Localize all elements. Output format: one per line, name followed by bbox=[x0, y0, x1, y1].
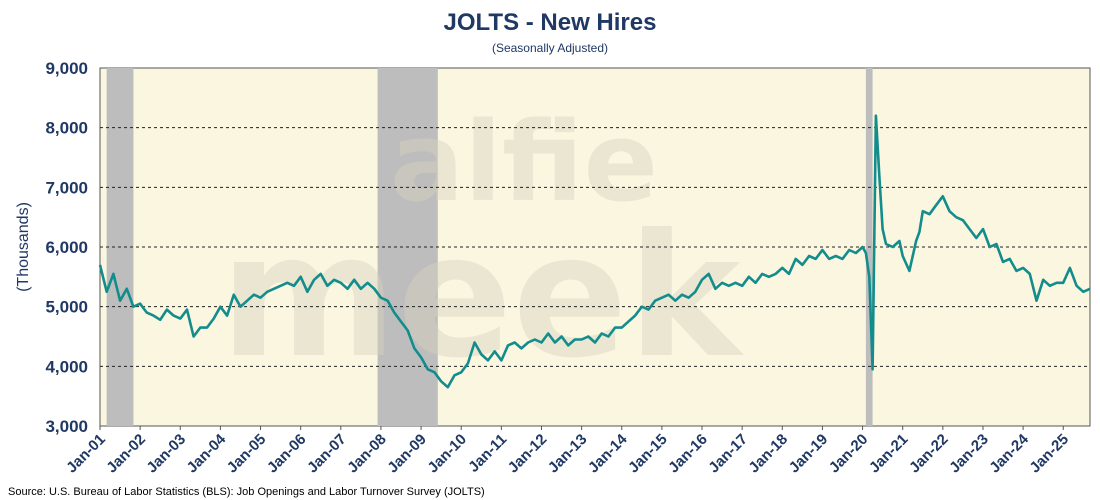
chart-title: JOLTS - New Hires bbox=[444, 9, 657, 36]
x-tick-label: Jan-20 bbox=[826, 431, 872, 477]
x-tick-label: Jan-15 bbox=[625, 431, 671, 477]
x-tick-label: Jan-22 bbox=[906, 431, 952, 477]
watermark-word-1: alfie bbox=[390, 98, 658, 226]
x-tick-label: Jan-02 bbox=[103, 431, 149, 477]
x-tick-label: Jan-11 bbox=[465, 431, 510, 476]
x-tick-label: Jan-19 bbox=[786, 431, 832, 477]
series-line-1 bbox=[98, 114, 1091, 389]
y-axis-ticks: 3,000 4,000 5,000 6,000 7,000 8,000 9,000 bbox=[45, 59, 88, 436]
chart-subtitle: (Seasonally Adjusted) bbox=[492, 41, 608, 55]
source-note: Source: U.S. Bureau of Labor Statistics … bbox=[8, 486, 485, 498]
x-tick-label: Jan-10 bbox=[424, 431, 470, 477]
y-tick-label: 5,000 bbox=[45, 298, 88, 317]
x-tick-label: Jan-25 bbox=[1026, 431, 1072, 477]
x-tick-label: Jan-21 bbox=[866, 431, 912, 477]
x-tick-label: Jan-12 bbox=[505, 431, 551, 477]
x-tick-label: Jan-23 bbox=[946, 431, 992, 477]
x-axis-ticks: Jan-01Jan-02Jan-03Jan-04Jan-05Jan-06Jan-… bbox=[63, 426, 1072, 476]
x-tick-label: Jan-07 bbox=[304, 431, 350, 477]
x-tick-label: Jan-04 bbox=[184, 430, 230, 476]
y-tick-label: 9,000 bbox=[45, 59, 88, 78]
x-tick-label: Jan-05 bbox=[224, 431, 270, 477]
x-tick-label: Jan-14 bbox=[585, 430, 631, 476]
x-tick-label: Jan-06 bbox=[264, 431, 310, 477]
watermark: alfie meek bbox=[220, 98, 745, 396]
y-tick-label: 3,000 bbox=[45, 417, 88, 436]
y-tick-label: 6,000 bbox=[45, 238, 88, 257]
x-tick-label: Jan-08 bbox=[344, 431, 390, 477]
y-axis-label: (Thousands) bbox=[15, 202, 32, 292]
x-tick-label: Jan-18 bbox=[745, 431, 791, 477]
gridlines bbox=[100, 127, 1090, 367]
watermark-word-2: meek bbox=[220, 198, 745, 396]
y-tick-label: 7,000 bbox=[45, 178, 88, 197]
x-tick-label: Jan-03 bbox=[143, 431, 189, 477]
x-tick-label: Jan-16 bbox=[665, 431, 711, 477]
x-tick-label: Jan-13 bbox=[545, 431, 591, 477]
x-tick-label: Jan-01 bbox=[63, 431, 109, 477]
y-tick-label: 8,000 bbox=[45, 119, 88, 138]
x-tick-label: Jan-17 bbox=[705, 431, 751, 477]
x-tick-label: Jan-24 bbox=[986, 430, 1032, 476]
series-layer bbox=[98, 114, 1091, 389]
y-tick-label: 4,000 bbox=[45, 357, 88, 376]
x-tick-label: Jan-09 bbox=[384, 431, 430, 477]
